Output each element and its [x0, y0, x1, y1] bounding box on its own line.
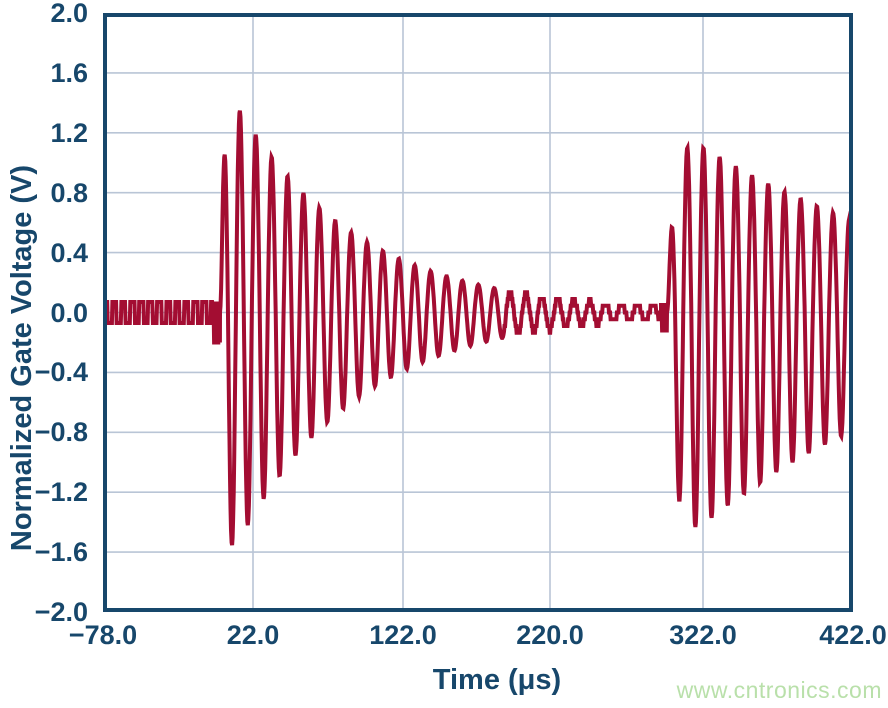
y-tick-label: −1.2 [34, 477, 88, 508]
y-tick-label: 0.4 [50, 237, 88, 268]
x-tick-label: 22.0 [226, 620, 280, 650]
x-tick-label: 422.0 [819, 620, 887, 650]
plot-frame [103, 13, 853, 612]
y-tick-label: −2.0 [34, 597, 88, 627]
y-tick-label: 0.8 [50, 177, 88, 208]
watermark-text: www.cntronics.com [676, 677, 882, 703]
y-tick-label: −1.6 [34, 537, 88, 568]
x-tick-label: 220.0 [516, 620, 584, 650]
y-tick-label: −0.4 [34, 357, 88, 388]
y-tick-label: −0.8 [34, 417, 88, 448]
x-tick-label: 122.0 [369, 620, 437, 650]
y-tick-label: 1.6 [50, 57, 88, 88]
waveform-trace [103, 110, 853, 546]
y-tick-label: 1.2 [50, 117, 88, 148]
x-axis-title: Time (μs) [432, 664, 562, 696]
x-tick-label: −78.0 [68, 620, 138, 650]
y-tick-label: 2.0 [50, 0, 88, 28]
plot-area [103, 13, 853, 612]
x-tick-label: 322.0 [669, 620, 737, 650]
y-tick-label: 0.0 [50, 297, 88, 328]
